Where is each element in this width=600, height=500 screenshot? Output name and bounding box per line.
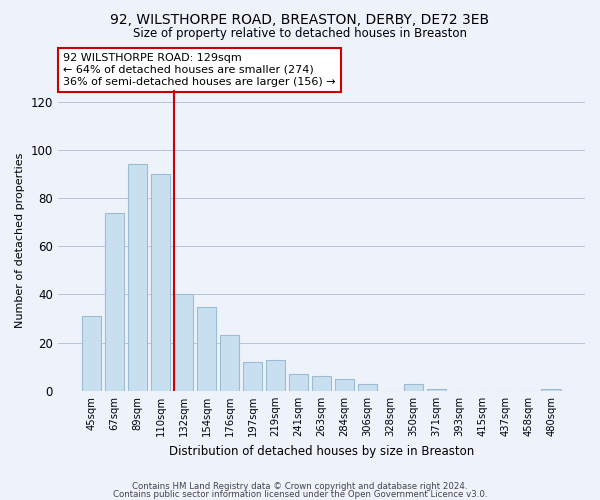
Text: Contains HM Land Registry data © Crown copyright and database right 2024.: Contains HM Land Registry data © Crown c… bbox=[132, 482, 468, 491]
Bar bbox=[404, 384, 423, 391]
Bar bbox=[289, 374, 308, 391]
Bar bbox=[541, 388, 561, 391]
Bar bbox=[220, 336, 239, 391]
Bar bbox=[82, 316, 101, 391]
Bar bbox=[151, 174, 170, 391]
Bar bbox=[358, 384, 377, 391]
Bar bbox=[197, 306, 216, 391]
Bar bbox=[105, 212, 124, 391]
Bar bbox=[242, 362, 262, 391]
Text: 92 WILSTHORPE ROAD: 129sqm
← 64% of detached houses are smaller (274)
36% of sem: 92 WILSTHORPE ROAD: 129sqm ← 64% of deta… bbox=[63, 54, 335, 86]
Y-axis label: Number of detached properties: Number of detached properties bbox=[15, 152, 25, 328]
Bar bbox=[174, 294, 193, 391]
Bar bbox=[427, 388, 446, 391]
Bar bbox=[128, 164, 147, 391]
Bar bbox=[335, 379, 354, 391]
X-axis label: Distribution of detached houses by size in Breaston: Distribution of detached houses by size … bbox=[169, 444, 474, 458]
Text: Contains public sector information licensed under the Open Government Licence v3: Contains public sector information licen… bbox=[113, 490, 487, 499]
Text: 92, WILSTHORPE ROAD, BREASTON, DERBY, DE72 3EB: 92, WILSTHORPE ROAD, BREASTON, DERBY, DE… bbox=[110, 12, 490, 26]
Bar bbox=[266, 360, 285, 391]
Text: Size of property relative to detached houses in Breaston: Size of property relative to detached ho… bbox=[133, 28, 467, 40]
Bar bbox=[311, 376, 331, 391]
